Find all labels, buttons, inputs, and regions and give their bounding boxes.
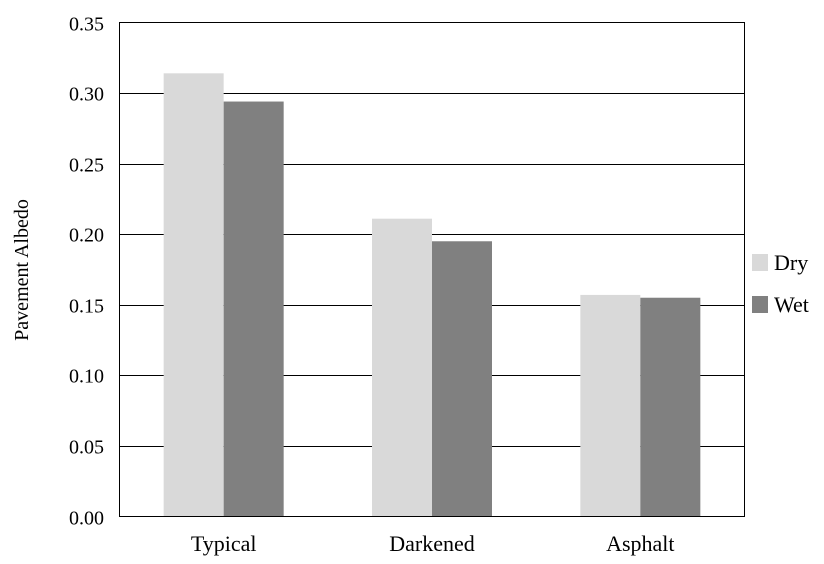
y-axis-label: Pavement Albedo	[11, 199, 33, 341]
y-tick-label: 0.15	[69, 296, 104, 318]
legend-label-dry: Dry	[774, 250, 808, 275]
legend: Dry Wet	[752, 250, 809, 317]
y-tick-label: 0.25	[69, 155, 104, 177]
legend-label-wet: Wet	[774, 292, 809, 317]
x-tick-label: Asphalt	[606, 531, 674, 556]
legend-swatch-wet	[752, 296, 768, 313]
bars	[163, 73, 701, 517]
y-tick-label: 0.35	[69, 14, 104, 36]
y-tick-label: 0.20	[69, 225, 104, 247]
y-tick-label: 0.00	[69, 508, 104, 530]
bar-dry-typical	[163, 73, 224, 517]
y-tick-labels: 0.00 0.05 0.10 0.15 0.20 0.25 0.30 0.35	[69, 14, 104, 530]
plot-frame	[119, 22, 745, 517]
y-tick-label: 0.30	[69, 84, 104, 106]
bar-wet-darkened	[432, 241, 492, 517]
bar-wet-asphalt	[640, 297, 701, 517]
x-tick-label: Darkened	[389, 531, 475, 556]
y-tick-label: 0.05	[69, 437, 104, 459]
bar-dry-darkened	[372, 218, 432, 517]
bar-wet-typical	[223, 101, 284, 517]
bar-dry-asphalt	[580, 294, 641, 517]
x-tick-labels: Typical Darkened Asphalt	[191, 531, 675, 556]
x-tick-label: Typical	[191, 531, 257, 556]
legend-swatch-dry	[752, 254, 768, 271]
y-tick-label: 0.10	[69, 366, 104, 388]
